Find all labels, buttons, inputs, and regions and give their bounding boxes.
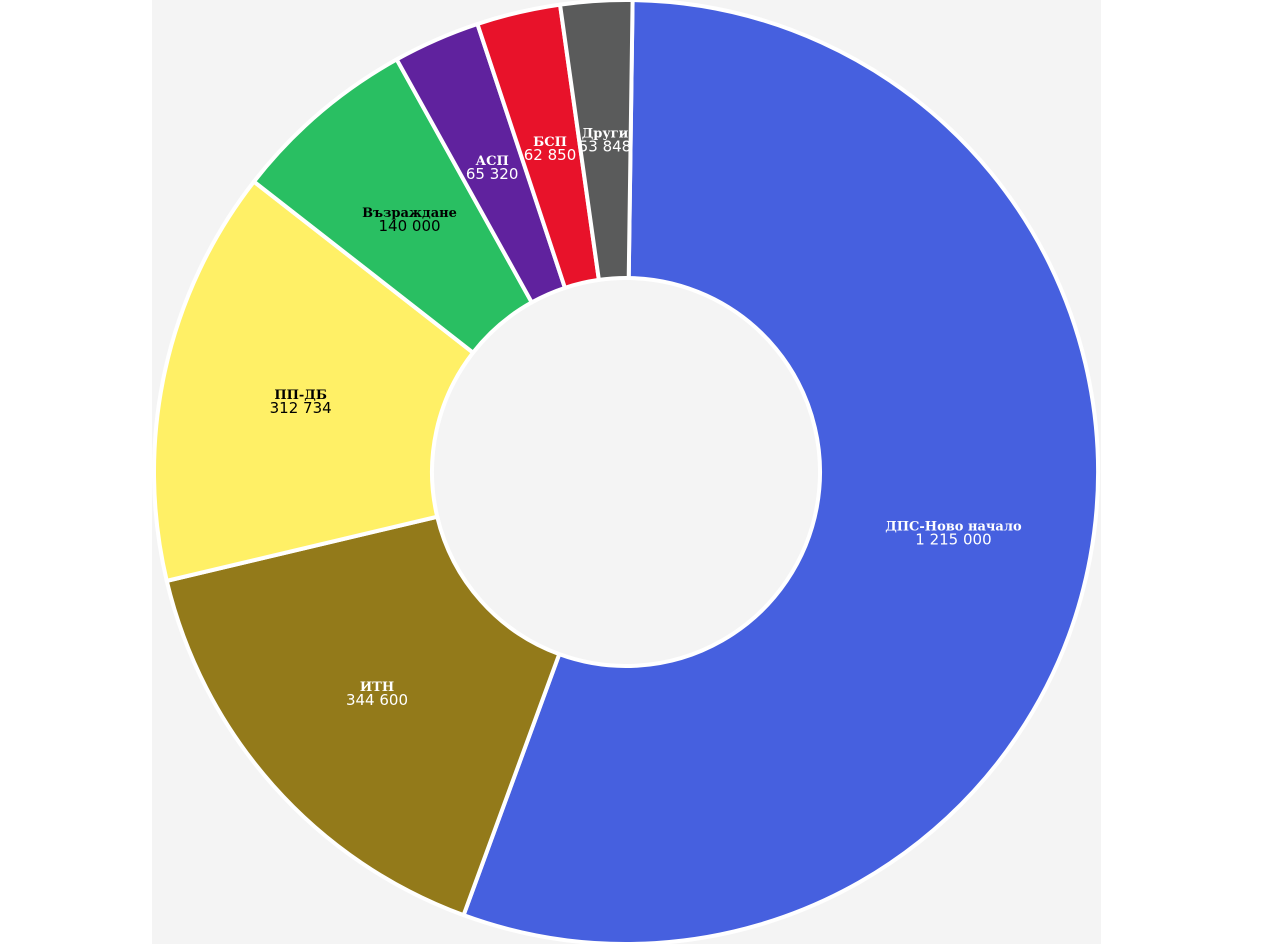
slice-label-value: 65 320	[466, 165, 519, 183]
slice-label-name: ПП-ДБ	[274, 388, 327, 403]
chart-panel: ДПС-Ново начало 1 215 000 ИТН 344 600 ПП-ДБ 3…	[152, 0, 1101, 944]
slice-2	[152, 179, 476, 583]
slice-label-value: 1 215 000	[915, 530, 991, 548]
slices	[152, 0, 1100, 944]
slice-label-value: 344 600	[346, 691, 408, 709]
slice-1	[164, 514, 562, 918]
slice-label-name: БСП	[533, 135, 567, 150]
slice-label-name: ДПС-Ново начало	[885, 519, 1022, 534]
slice-label-name: Други	[582, 127, 629, 142]
slice-label-value: 53 848	[579, 138, 632, 156]
slice-label-name: Възраждане	[362, 206, 457, 221]
slice-label-value: 312 734	[270, 399, 332, 417]
slice-label-value: 62 850	[524, 146, 577, 164]
slice-label-name: ИТН	[360, 680, 394, 695]
slice-0	[461, 0, 1100, 944]
slice-6	[558, 0, 635, 282]
slice-label-name: АСП	[476, 154, 509, 169]
slice-label-value: 140 000	[379, 217, 441, 235]
